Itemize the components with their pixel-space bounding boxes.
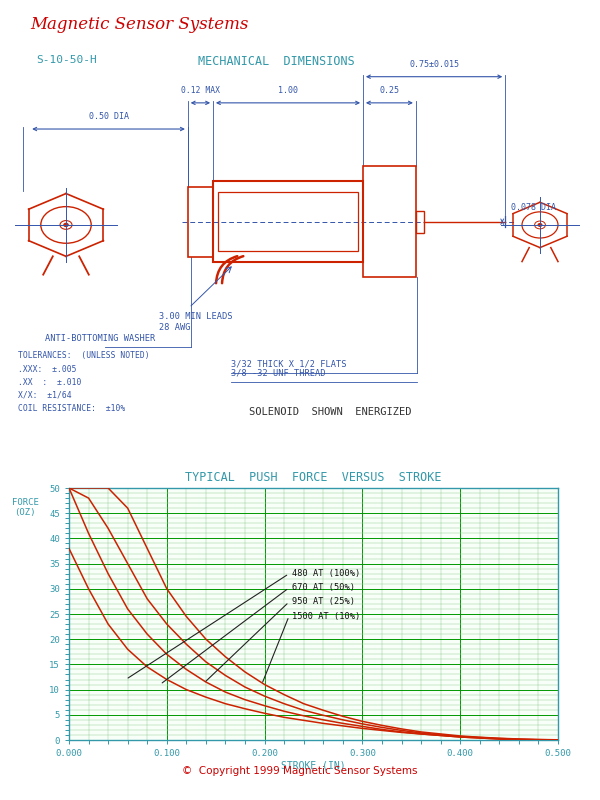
Text: TOLERANCES:  (UNLESS NOTED)
.XXX:  ±.005
.XX  :  ±.010
X/X:  ±1/64
COIL RESISTAN: TOLERANCES: (UNLESS NOTED) .XXX: ±.005 .… [18,351,149,413]
Text: 1.00: 1.00 [278,86,298,95]
Bar [363,166,416,278]
Text: 0.75±0.015: 0.75±0.015 [409,60,459,69]
Text: 0.078 DIA: 0.078 DIA [511,203,556,212]
Text: 3/32 THICK X 1/2 FLATS: 3/32 THICK X 1/2 FLATS [231,360,347,369]
Text: 950 AT (25%): 950 AT (25%) [292,598,355,606]
Text: 670 AT (50%): 670 AT (50%) [292,583,355,592]
Text: Magnetic Sensor Systems: Magnetic Sensor Systems [30,16,248,33]
Text: 480 AT (100%): 480 AT (100%) [292,569,360,578]
Text: 3.00 MIN LEADS
28 AWG: 3.00 MIN LEADS 28 AWG [159,312,233,331]
Circle shape [64,223,68,226]
Text: 0.50 DIA: 0.50 DIA [89,112,128,121]
Text: 0.12 MAX: 0.12 MAX [181,86,220,95]
Bar [218,192,358,251]
Text: 0.25: 0.25 [379,86,400,95]
Circle shape [538,224,542,226]
Text: ©  Copyright 1999 Magnetic Sensor Systems: © Copyright 1999 Magnetic Sensor Systems [182,766,418,776]
Text: 1500 AT (10%): 1500 AT (10%) [292,611,360,621]
Text: ANTI-BOTTOMING WASHER: ANTI-BOTTOMING WASHER [45,334,155,342]
Text: MECHANICAL  DIMENSIONS: MECHANICAL DIMENSIONS [198,55,355,68]
Bar [213,182,363,262]
Text: SOLENOID  SHOWN  ENERGIZED: SOLENOID SHOWN ENERGIZED [249,406,411,417]
Bar [188,186,213,257]
X-axis label: STROKE (IN): STROKE (IN) [281,761,346,771]
Text: 3/8 -32 UNF THREAD: 3/8 -32 UNF THREAD [231,369,325,378]
Title: TYPICAL  PUSH  FORCE  VERSUS  STROKE: TYPICAL PUSH FORCE VERSUS STROKE [185,471,442,484]
Bar [416,210,424,233]
Y-axis label: FORCE
(OZ): FORCE (OZ) [11,498,38,518]
Text: S-10-50-H: S-10-50-H [36,55,97,65]
